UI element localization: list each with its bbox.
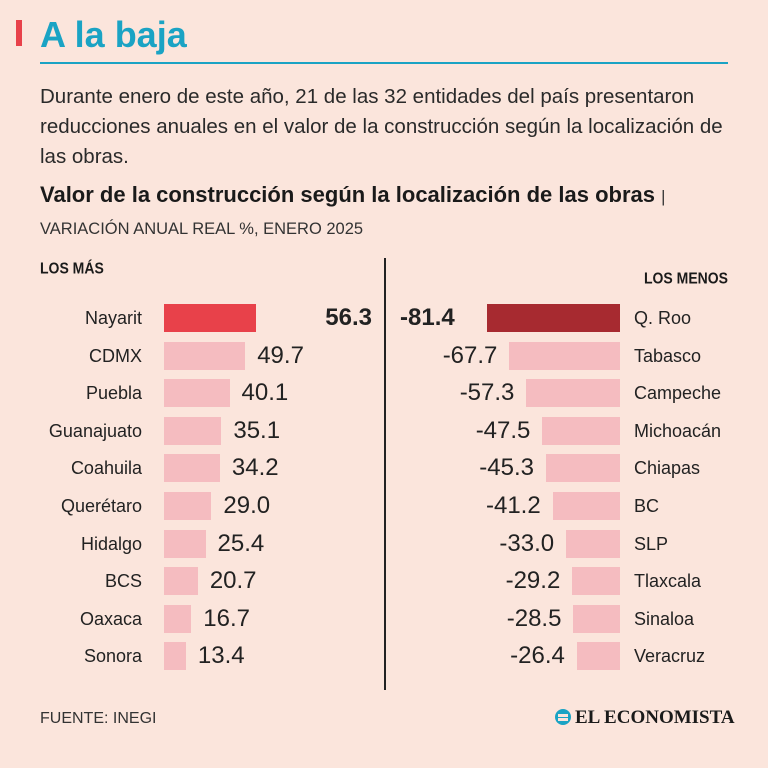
- brand-logo: EL ECONOMISTA: [555, 707, 735, 729]
- value-label: 49.7: [257, 341, 304, 369]
- state-label: Q. Roo: [634, 308, 692, 328]
- chart-title-separator: |: [661, 188, 666, 206]
- value-label: -41.2: [485, 492, 541, 519]
- bar: [164, 304, 256, 332]
- chart-title: Valor de la construcción según la locali…: [40, 180, 740, 244]
- value-label: -33.0: [499, 529, 555, 557]
- chart-title-main: Valor de la construcción según la locali…: [40, 182, 655, 207]
- value-label: 16.7: [203, 604, 250, 632]
- value-label: -81.4: [400, 304, 455, 331]
- bar: [526, 379, 620, 408]
- value-label: -47.5: [475, 416, 531, 444]
- bar: [164, 529, 206, 558]
- value-label: -28.5: [506, 604, 562, 632]
- bar: [164, 379, 230, 408]
- bar: [542, 416, 620, 445]
- left-column-heading: LOS MÁS: [40, 258, 104, 278]
- state-label: Guanajuato: [48, 420, 142, 441]
- state-label: Tabasco: [634, 345, 702, 366]
- bar: [509, 341, 620, 370]
- state-label: Chiapas: [634, 458, 701, 479]
- state-label: Tlaxcala: [634, 571, 702, 592]
- state-label: Veracruz: [634, 646, 706, 667]
- value-label: 13.4: [197, 642, 245, 670]
- state-label: SLP: [634, 533, 669, 554]
- state-label: BC: [634, 496, 660, 516]
- value-label: -26.4: [510, 642, 565, 670]
- value-label: -57.3: [459, 379, 515, 407]
- state-label: Campeche: [634, 383, 722, 404]
- bar: [164, 642, 186, 671]
- state-label: Coahuila: [70, 458, 142, 479]
- bar: [164, 416, 222, 445]
- value-label: 56.3: [325, 304, 372, 331]
- bar: [164, 604, 192, 633]
- center-divider: [384, 258, 386, 690]
- state-label: Querétaro: [60, 496, 142, 516]
- bar: [573, 604, 620, 633]
- bar: [487, 304, 620, 332]
- bar: [545, 454, 620, 483]
- chart-subtitle: VARIACIÓN ANUAL REAL %, ENERO 2025: [40, 220, 364, 238]
- right-column-heading: LOS MENOS: [643, 268, 728, 288]
- value-label: -29.2: [505, 567, 561, 595]
- intro-text: Durante enero de este año, 21 de las 32 …: [40, 85, 723, 168]
- value-label: 20.7: [209, 567, 257, 595]
- bar: [572, 567, 620, 596]
- headline-rule: [40, 62, 728, 64]
- state-label: Hidalgo: [80, 533, 142, 554]
- bar: [164, 341, 246, 370]
- value-label: 25.4: [217, 529, 265, 557]
- state-label: Sonora: [83, 646, 142, 667]
- source-note: FUENTE: INEGI: [40, 710, 157, 727]
- state-label: Michoacán: [634, 420, 722, 441]
- value-label: 34.2: [231, 454, 279, 482]
- headline: A la baja: [40, 14, 187, 55]
- value-label: -67.7: [442, 341, 498, 369]
- value-label: 35.1: [233, 416, 281, 444]
- state-label: Puebla: [85, 383, 142, 404]
- state-label: Oaxaca: [79, 608, 142, 629]
- bar: [164, 492, 212, 520]
- state-label: Sinaloa: [634, 608, 695, 629]
- bar: [576, 642, 620, 671]
- title-accent-marker: [16, 20, 22, 46]
- el-economista-logo-icon: [555, 709, 571, 725]
- brand-name: EL ECONOMISTA: [575, 707, 735, 728]
- value-label: -45.3: [479, 454, 534, 482]
- state-label: Nayarit: [84, 308, 142, 328]
- value-label: 40.1: [241, 379, 289, 407]
- bar: [164, 454, 220, 483]
- state-label: BCS: [104, 571, 142, 592]
- state-label: CDMX: [89, 345, 142, 366]
- value-label: 29.0: [223, 492, 271, 519]
- bar: [552, 492, 620, 520]
- bar: [164, 567, 198, 596]
- bar: [566, 529, 620, 558]
